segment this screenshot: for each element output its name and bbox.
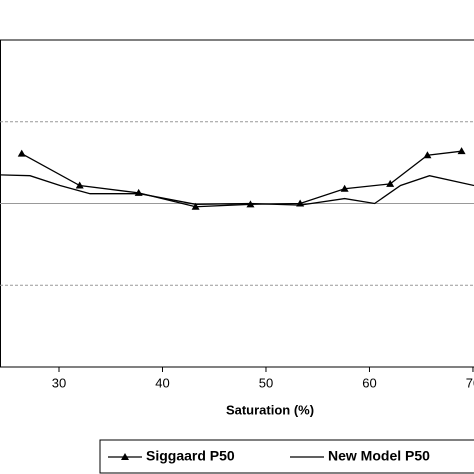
marker: [423, 151, 432, 159]
legend-label: Siggaard P50: [146, 448, 235, 464]
x-tick-label: 40: [155, 375, 169, 390]
x-tick-label: 60: [362, 375, 376, 390]
x-tick-label: 70: [466, 375, 474, 390]
legend-label: New Model P50: [328, 448, 430, 464]
marker: [191, 202, 200, 210]
marker: [17, 149, 26, 157]
marker: [457, 147, 466, 155]
marker: [340, 184, 349, 192]
marker: [75, 181, 84, 189]
legend-marker: [121, 453, 129, 460]
marker: [386, 179, 395, 187]
legend-box: [99, 439, 474, 474]
x-axis-title: Saturation (%): [226, 402, 314, 417]
series-line: [0, 174, 474, 206]
series-line: [21, 150, 462, 208]
x-tick-label: 50: [259, 375, 273, 390]
x-tick-label: 30: [52, 375, 66, 390]
